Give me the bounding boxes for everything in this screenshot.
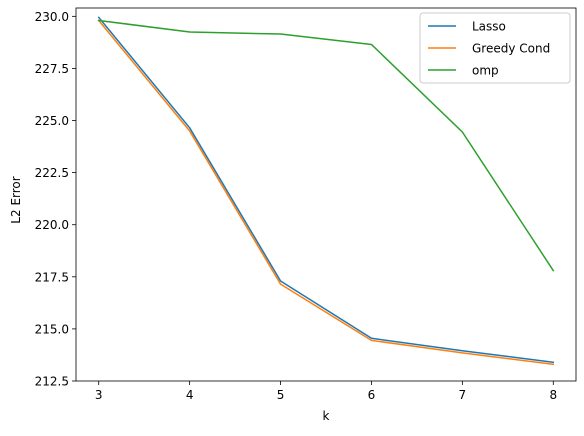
x-tick-label: 6 [368, 388, 376, 402]
x-tick-label: 4 [186, 388, 194, 402]
series-line-greedy-cond [97, 19, 555, 366]
series-layer [97, 16, 555, 366]
x-axis-label: k [323, 409, 330, 423]
x-axis: 3 4 5 6 7 8 [95, 381, 557, 402]
y-axis-label: L2 Error [9, 176, 23, 223]
series-line-lasso [97, 16, 555, 364]
y-tick-label: 215.0 [35, 322, 69, 336]
legend-label: omp [472, 64, 499, 78]
y-axis: 212.5 215.0 217.5 220.0 222.5 225.0 227.5 230.0 [35, 10, 76, 389]
x-tick-label: 3 [95, 388, 103, 402]
x-tick-label: 7 [459, 388, 467, 402]
y-tick-label: 225.0 [35, 114, 69, 128]
y-tick-label: 222.5 [35, 166, 69, 180]
series-line-omp [97, 19, 555, 272]
y-tick-label: 227.5 [35, 62, 69, 76]
plot-area [75, 7, 577, 382]
legend: Lasso Greedy Cond omp [419, 12, 571, 84]
y-tick-label: 220.0 [35, 218, 69, 232]
y-tick-label: 230.0 [35, 10, 69, 24]
y-tick-label: 217.5 [35, 270, 69, 284]
legend-label: Lasso [472, 20, 506, 34]
plot-frame [75, 7, 577, 382]
legend-box [419, 12, 571, 84]
x-tick-label: 8 [549, 388, 557, 402]
legend-label: Greedy Cond [472, 42, 550, 56]
y-tick-label: 212.5 [35, 375, 69, 389]
x-tick-label: 5 [277, 388, 285, 402]
